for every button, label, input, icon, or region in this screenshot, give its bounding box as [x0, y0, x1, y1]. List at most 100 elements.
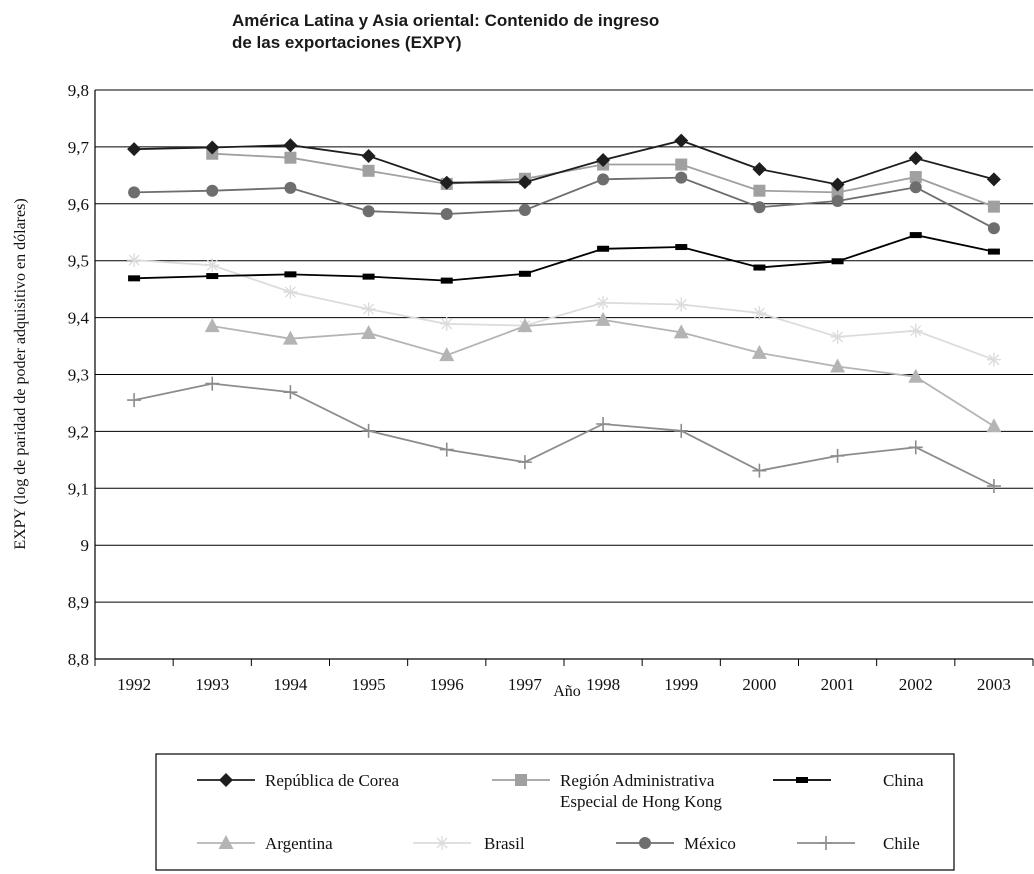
data-point [908, 440, 923, 455]
legend-label: Región Administrativa [560, 771, 715, 790]
data-point [752, 162, 767, 177]
data-point [673, 324, 689, 339]
data-point [362, 164, 375, 177]
data-point [127, 253, 142, 268]
data-point [128, 186, 141, 199]
legend-swatch-marker [219, 773, 233, 787]
data-point [204, 318, 220, 333]
legend-item: República de Corea [197, 771, 400, 790]
data-point [283, 138, 298, 153]
data-point [909, 171, 922, 184]
data-point [206, 273, 219, 280]
legend-item: China [773, 771, 924, 790]
x-tick-label: 2003 [977, 675, 1011, 694]
series-line [212, 318, 995, 428]
legend-label: México [684, 834, 736, 853]
data-point [751, 344, 767, 359]
data-point [753, 264, 766, 271]
data-point [517, 175, 532, 190]
x-tick-label: 2000 [742, 675, 776, 694]
legend-swatch-marker [639, 837, 651, 849]
data-point [361, 149, 376, 164]
x-tick-label: 1994 [273, 675, 308, 694]
data-point [595, 311, 611, 326]
data-point [753, 184, 766, 197]
data-point [674, 297, 689, 312]
data-point [518, 204, 531, 217]
x-tick-label: 2001 [821, 675, 855, 694]
data-point [361, 302, 376, 317]
legend-item: Argentina [197, 834, 333, 853]
legend-label: Especial de Hong Kong [560, 792, 722, 811]
data-point [440, 277, 453, 284]
legend: República de Corea Región Administrativa E… [155, 753, 955, 871]
data-point [596, 152, 611, 167]
data-point [675, 171, 688, 184]
data-point [440, 208, 453, 221]
legend-swatch-marker [515, 774, 527, 786]
series-line [134, 139, 995, 186]
data-point [908, 151, 923, 166]
data-point [439, 175, 454, 190]
legend-swatch-marker [796, 777, 808, 783]
series-m-xico [128, 171, 1000, 235]
x-tick-label: 1998 [586, 675, 620, 694]
data-point [439, 316, 454, 331]
data-point [518, 270, 531, 277]
x-tick-label: 1995 [352, 675, 386, 694]
x-axis-label: Año [553, 683, 581, 700]
data-point [127, 393, 142, 408]
data-point [674, 133, 689, 148]
data-point [986, 418, 1002, 433]
chart-title-line-2: de las exportaciones (EXPY) [232, 33, 462, 52]
series-line [134, 259, 995, 361]
data-point [831, 258, 844, 265]
data-point [986, 172, 1001, 187]
data-point [596, 295, 611, 310]
y-tick-label: 8,9 [68, 593, 89, 612]
y-tick-label: 9,1 [68, 479, 89, 498]
legend-label: República de Corea [265, 771, 400, 790]
legend-label: China [883, 771, 924, 790]
data-point [987, 248, 1000, 255]
data-point [752, 463, 767, 478]
y-tick-label: 9,7 [68, 138, 90, 157]
legend-box [155, 753, 955, 871]
series-layer [127, 133, 1002, 494]
data-point [909, 232, 922, 239]
series-rep-blica-de-corea [127, 133, 1001, 192]
x-tick-label: 2002 [899, 675, 933, 694]
data-point [206, 184, 219, 197]
data-point [439, 347, 455, 362]
data-point [127, 142, 142, 157]
data-point [517, 318, 533, 333]
legend-item: México [616, 834, 736, 853]
series-chile [127, 376, 1001, 494]
gridlines [95, 89, 1033, 603]
y-tick-label: 9,8 [68, 81, 89, 100]
data-point [908, 368, 924, 383]
data-point [517, 455, 532, 470]
legend-label: Argentina [265, 834, 333, 853]
data-point [205, 258, 220, 273]
x-tick-label: 1999 [664, 675, 698, 694]
data-point [284, 151, 297, 164]
x-tick-label: 1997 [508, 675, 543, 694]
data-point [128, 275, 141, 282]
data-point [753, 201, 766, 214]
x-tick-label: 1992 [117, 675, 151, 694]
data-point [986, 352, 1001, 367]
data-point [831, 186, 844, 199]
series-line [134, 176, 995, 230]
data-point [987, 200, 1000, 213]
legend-item: Región Administrativa Especial de Hong Ko… [492, 771, 722, 811]
y-tick-label: 9,4 [68, 309, 90, 328]
data-point [830, 329, 845, 344]
legend-label: Brasil [484, 834, 525, 853]
data-point [908, 323, 923, 338]
data-point [674, 423, 689, 438]
data-point [283, 284, 298, 299]
chart-title: América Latina y Asia oriental: Contenid… [232, 11, 659, 52]
y-tick-label: 8,8 [68, 650, 89, 669]
data-point [362, 205, 375, 218]
